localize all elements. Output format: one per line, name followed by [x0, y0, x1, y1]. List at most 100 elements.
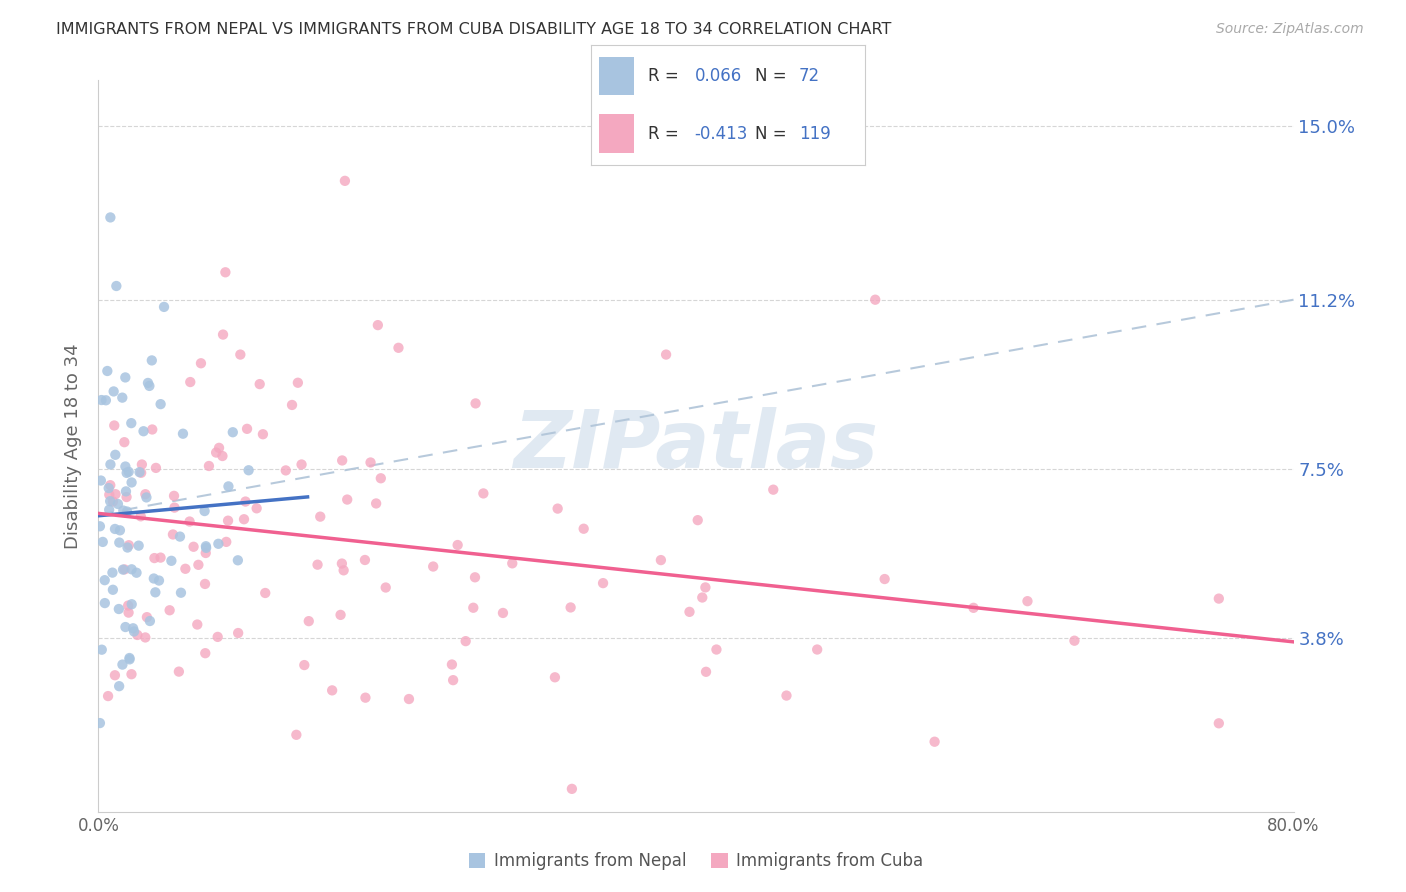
Point	[141, 422, 163, 436]
Point	[215, 534, 238, 549]
Bar	[599, 114, 634, 153]
Point	[924, 735, 946, 749]
Point	[492, 606, 515, 620]
Point	[114, 459, 136, 474]
Point	[143, 551, 166, 566]
Point	[103, 418, 125, 433]
Point	[330, 557, 353, 571]
Point	[118, 652, 141, 666]
Point	[122, 621, 145, 635]
Point	[252, 427, 274, 442]
Point	[207, 630, 229, 644]
Point	[108, 602, 131, 616]
Point	[285, 728, 308, 742]
Point	[233, 512, 256, 526]
Point	[114, 562, 136, 576]
Point	[333, 174, 356, 188]
Point	[207, 537, 229, 551]
Text: Source: ZipAtlas.com: Source: ZipAtlas.com	[1216, 22, 1364, 37]
Point	[592, 576, 614, 591]
Point	[115, 490, 138, 504]
Point	[104, 487, 127, 501]
Point	[94, 596, 117, 610]
Point	[194, 577, 217, 591]
Point	[135, 610, 157, 624]
Text: N =: N =	[755, 125, 792, 143]
Point	[501, 557, 523, 571]
Text: R =: R =	[648, 67, 685, 85]
Point	[128, 465, 150, 479]
Point	[290, 458, 312, 472]
Point	[153, 300, 176, 314]
Point	[274, 463, 297, 477]
Point	[143, 585, 166, 599]
Point	[706, 642, 728, 657]
Point	[222, 425, 245, 440]
Point	[101, 582, 124, 597]
Point	[330, 453, 353, 467]
Point	[873, 572, 896, 586]
Point	[142, 572, 165, 586]
Point	[360, 455, 382, 469]
Point	[159, 603, 181, 617]
Text: IMMIGRANTS FROM NEPAL VS IMMIGRANTS FROM CUBA DISABILITY AGE 18 TO 34 CORRELATIO: IMMIGRANTS FROM NEPAL VS IMMIGRANTS FROM…	[56, 22, 891, 37]
Point	[139, 614, 162, 628]
Point	[97, 481, 120, 495]
Text: R =: R =	[648, 125, 685, 143]
Point	[298, 614, 321, 628]
Point	[89, 716, 111, 731]
Point	[169, 530, 191, 544]
Point	[194, 504, 217, 518]
Point	[281, 398, 304, 412]
Point	[422, 559, 444, 574]
Point	[121, 667, 143, 681]
Point	[120, 416, 142, 430]
Point	[103, 384, 125, 399]
Point	[162, 527, 184, 541]
Point	[367, 318, 389, 332]
Point	[655, 347, 678, 362]
Point	[163, 500, 186, 515]
Point	[446, 538, 468, 552]
Point	[398, 692, 420, 706]
Point	[129, 466, 152, 480]
Point	[94, 393, 117, 408]
Point	[101, 494, 124, 508]
Point	[217, 514, 239, 528]
Point	[806, 642, 828, 657]
Point	[179, 515, 201, 529]
Point	[321, 683, 343, 698]
Point	[572, 522, 595, 536]
Point	[236, 422, 259, 436]
Point	[104, 448, 127, 462]
Point	[1208, 716, 1230, 731]
Point	[97, 689, 120, 703]
Point	[149, 397, 172, 411]
Point	[187, 558, 209, 572]
Point	[134, 487, 156, 501]
Point	[678, 605, 700, 619]
Point	[98, 478, 121, 492]
Point	[107, 497, 129, 511]
Point	[129, 509, 152, 524]
Text: -0.413: -0.413	[695, 125, 748, 143]
Point	[195, 541, 218, 555]
Point	[121, 597, 143, 611]
Point	[118, 465, 141, 479]
Bar	[599, 57, 634, 95]
Point	[96, 364, 118, 378]
Point	[865, 293, 887, 307]
Point	[108, 679, 131, 693]
Point	[292, 658, 315, 673]
Point	[464, 570, 486, 584]
Point	[170, 585, 193, 599]
Text: 72: 72	[799, 67, 820, 85]
Point	[229, 347, 252, 362]
Point	[1208, 591, 1230, 606]
Point	[90, 392, 112, 407]
Point	[160, 554, 183, 568]
Text: 119: 119	[799, 125, 831, 143]
Point	[135, 491, 157, 505]
Point	[226, 626, 249, 640]
Point	[111, 391, 134, 405]
